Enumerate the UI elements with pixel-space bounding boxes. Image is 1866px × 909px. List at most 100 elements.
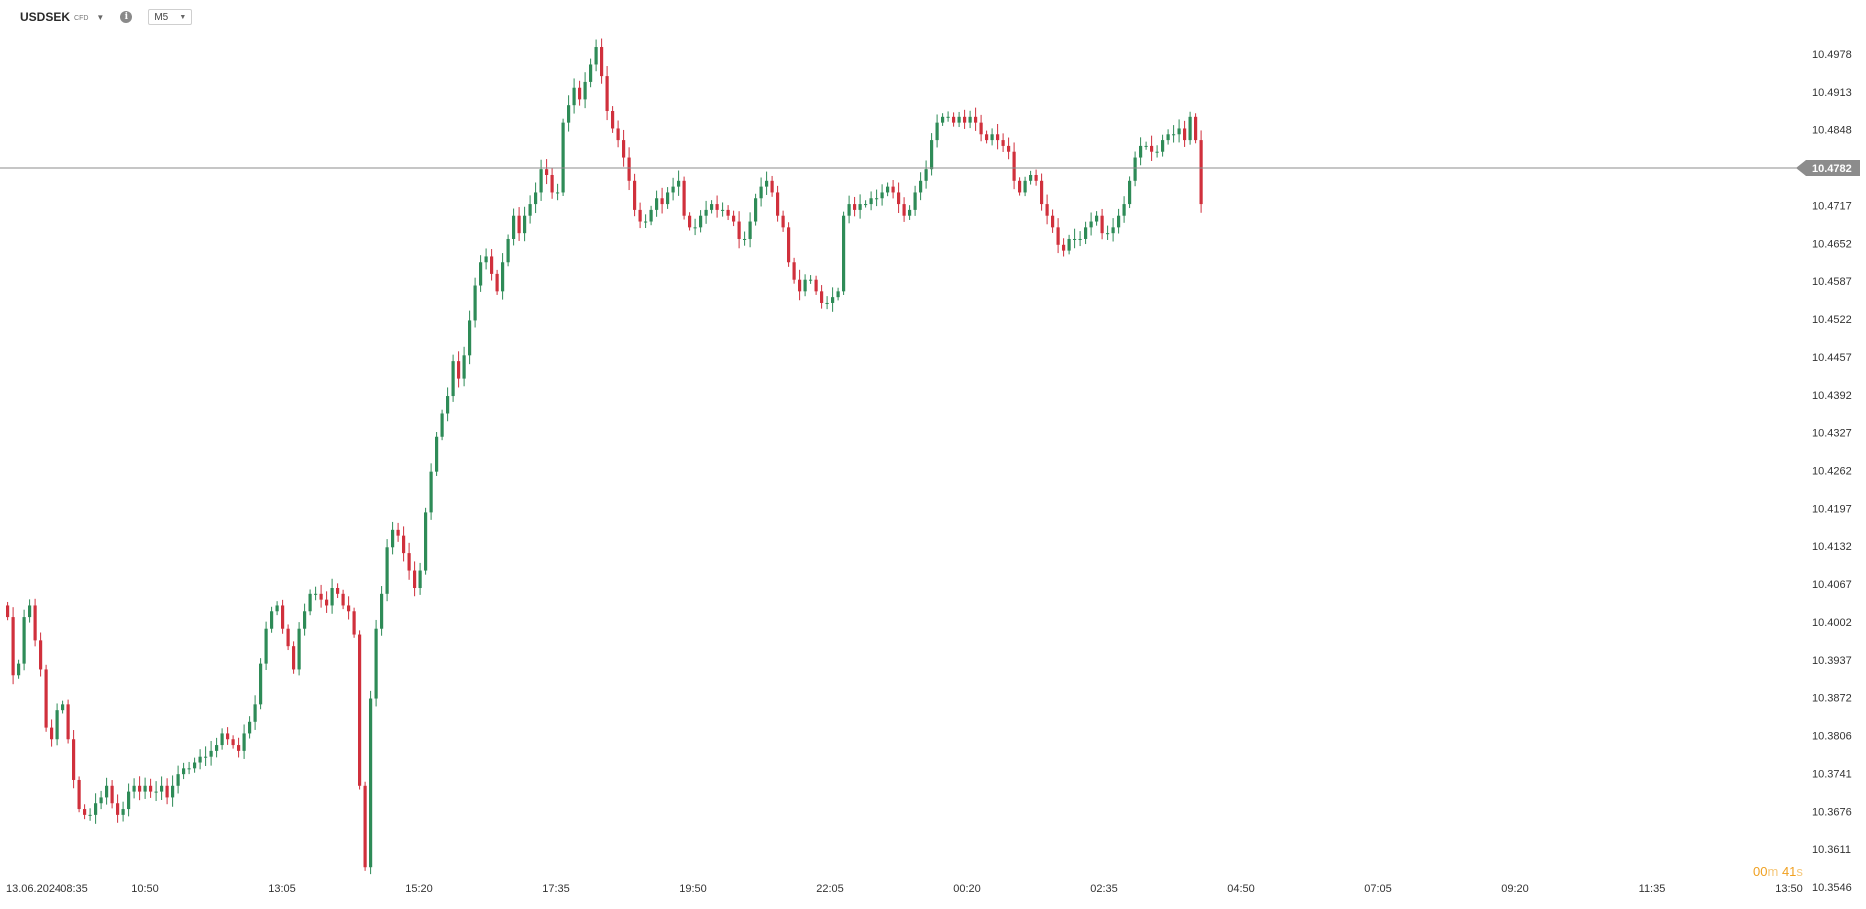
candle[interactable] (506, 234, 510, 267)
candle[interactable] (1095, 211, 1099, 226)
candle[interactable] (358, 630, 362, 790)
candle[interactable] (226, 727, 230, 745)
candle[interactable] (704, 200, 708, 224)
candle[interactable] (1139, 137, 1143, 166)
candle[interactable] (435, 431, 439, 476)
candle[interactable] (1001, 133, 1005, 152)
candle[interactable] (336, 583, 340, 599)
candle[interactable] (1084, 221, 1088, 245)
candle[interactable] (55, 703, 59, 746)
candle[interactable] (644, 214, 648, 229)
candle[interactable] (589, 58, 593, 88)
candle[interactable] (902, 197, 906, 222)
candle[interactable] (193, 757, 197, 773)
candle[interactable] (198, 749, 202, 770)
candle[interactable] (941, 113, 945, 126)
candle[interactable] (737, 211, 741, 249)
candle[interactable] (94, 793, 98, 824)
candle[interactable] (330, 578, 334, 614)
candle[interactable] (853, 196, 857, 217)
candle[interactable] (567, 95, 571, 132)
candle[interactable] (600, 38, 604, 84)
candle[interactable] (105, 777, 109, 805)
candle[interactable] (1018, 177, 1022, 196)
candle[interactable] (341, 589, 345, 610)
candle[interactable] (17, 659, 21, 679)
candle[interactable] (935, 114, 939, 148)
candle[interactable] (468, 310, 472, 365)
candle[interactable] (11, 607, 15, 685)
candle[interactable] (479, 255, 483, 292)
candle[interactable] (770, 175, 774, 197)
candle[interactable] (880, 184, 884, 206)
candle[interactable] (886, 182, 890, 197)
candle[interactable] (649, 205, 653, 226)
candle[interactable] (424, 507, 428, 575)
candle[interactable] (671, 177, 675, 201)
candle[interactable] (176, 765, 180, 794)
candle[interactable] (1172, 125, 1176, 143)
candle[interactable] (688, 212, 692, 231)
candle[interactable] (979, 114, 983, 142)
candle[interactable] (1144, 141, 1148, 150)
candle[interactable] (847, 195, 851, 224)
candle[interactable] (710, 200, 714, 214)
candle[interactable] (1155, 145, 1159, 158)
candle[interactable] (363, 781, 367, 871)
candle[interactable] (418, 562, 422, 595)
candle[interactable] (715, 195, 719, 218)
candle[interactable] (22, 609, 26, 671)
candle[interactable] (121, 801, 125, 822)
candle[interactable] (611, 106, 615, 133)
candle[interactable] (259, 658, 263, 710)
candle[interactable] (946, 111, 950, 122)
candle[interactable] (182, 762, 186, 780)
candle[interactable] (517, 207, 521, 241)
candle[interactable] (1029, 170, 1033, 185)
candle[interactable] (1183, 120, 1187, 147)
candle[interactable] (820, 285, 824, 309)
candle[interactable] (858, 194, 862, 219)
candle[interactable] (242, 724, 246, 759)
candle[interactable] (622, 129, 626, 167)
candle[interactable] (996, 123, 1000, 150)
candle[interactable] (572, 78, 576, 114)
candle[interactable] (138, 776, 142, 801)
candle[interactable] (99, 790, 103, 810)
candle[interactable] (72, 730, 76, 789)
price-axis[interactable]: 10.4978 10.4913 10.4848 10.4717 10.4652 10.45… (1812, 49, 1852, 894)
candle[interactable] (578, 80, 582, 106)
candle[interactable] (281, 599, 285, 634)
timeframe-select[interactable]: M5 ▼ (148, 9, 193, 25)
candle[interactable] (83, 804, 87, 820)
candle[interactable] (154, 781, 158, 802)
candle[interactable] (1177, 119, 1181, 143)
candle[interactable] (550, 167, 554, 199)
candle[interactable] (963, 109, 967, 129)
candle[interactable] (616, 120, 620, 148)
candle[interactable] (1012, 142, 1016, 190)
candle[interactable] (1051, 209, 1055, 233)
candle[interactable] (1133, 151, 1137, 187)
candle[interactable] (798, 269, 802, 301)
candle[interactable] (39, 632, 43, 677)
candle[interactable] (787, 222, 791, 267)
candle[interactable] (391, 521, 395, 555)
candle[interactable] (1199, 130, 1203, 213)
candle[interactable] (638, 202, 642, 229)
candle[interactable] (231, 735, 235, 749)
candle[interactable] (286, 624, 290, 651)
candle[interactable] (270, 606, 274, 633)
time-axis[interactable]: 13.06.2024 08:35 10:50 13:05 15:20 17:35 19:50… (6, 883, 1803, 895)
candle[interactable] (347, 596, 351, 620)
candle[interactable] (314, 586, 318, 601)
candle[interactable] (385, 539, 389, 602)
candle[interactable] (429, 463, 433, 520)
candle[interactable] (974, 107, 978, 131)
candle[interactable] (897, 182, 901, 214)
candle[interactable] (402, 526, 406, 562)
candle[interactable] (292, 641, 296, 674)
candle[interactable] (501, 253, 505, 300)
candle[interactable] (1045, 194, 1049, 225)
